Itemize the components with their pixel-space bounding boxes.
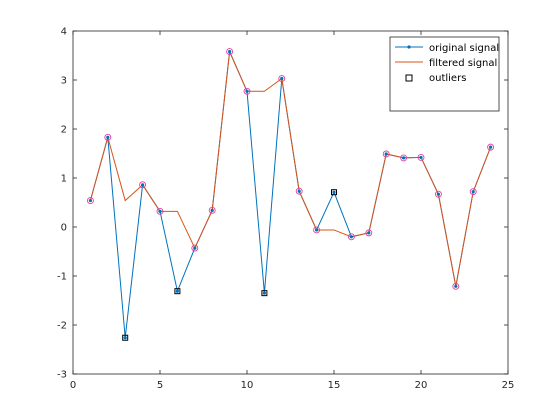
original-point: [349, 235, 353, 239]
outlier-marker: [174, 288, 181, 295]
legend-label-outliers: outliers: [429, 73, 466, 84]
y-tick-label: 1: [61, 174, 67, 185]
legend-entry-filtered-signal: filtered signal: [395, 58, 497, 69]
filtered-point-circle: [417, 153, 425, 161]
x-tick-label: 15: [328, 380, 341, 391]
legend-marker-outliers: [405, 74, 413, 82]
filtered-point-circle: [104, 133, 112, 141]
original-point: [367, 231, 371, 235]
original-point: [315, 228, 319, 232]
legend: original signal filtered signal outliers: [389, 36, 500, 112]
filtered-point-circle: [313, 226, 321, 234]
original-point: [88, 198, 92, 203]
filtered-point-circle: [487, 143, 495, 151]
original-point: [175, 289, 179, 293]
axes-layer: 0 5 10 15 20 25 -3 -2 -1 0 1 2 3 4: [57, 27, 514, 392]
filtered-point-circle: [226, 48, 234, 56]
y-tick-label: 2: [61, 125, 67, 136]
original-point: [262, 291, 266, 295]
original-point: [419, 155, 423, 160]
filtered-point-circle: [139, 181, 147, 189]
x-tick-label: 10: [241, 380, 254, 391]
x-tick-label: 0: [70, 380, 76, 391]
original-point: [332, 190, 336, 194]
filtered-point-circle: [295, 187, 303, 195]
filtered-signal-line: [89, 49, 492, 287]
filtered-point-circle: [452, 282, 460, 290]
x-tick-label: 5: [157, 380, 163, 391]
original-point: [297, 189, 301, 193]
original-point: [210, 208, 214, 212]
original-point: [471, 190, 475, 194]
filtered-point-circle: [347, 233, 355, 241]
outlier-marker: [122, 334, 129, 341]
original-point: [280, 76, 284, 81]
filtered-point-circle: [156, 207, 164, 215]
y-tick-label: -3: [57, 370, 67, 381]
original-point: [454, 284, 458, 288]
y-tick-label: -1: [57, 272, 67, 283]
legend-entry-outliers: outliers: [405, 73, 466, 84]
filtered-point-circle: [382, 150, 390, 158]
original-point: [141, 183, 145, 187]
original-point: [402, 156, 406, 160]
original-point: [193, 246, 197, 250]
filtered-point-circle: [86, 197, 94, 204]
legend-label-filtered: filtered signal: [429, 58, 497, 69]
original-point: [158, 209, 162, 213]
filtered-point-circle: [434, 190, 442, 198]
filtered-point-circle: [208, 206, 216, 214]
series-layer: [86, 48, 495, 341]
y-tick-label: 4: [61, 27, 67, 38]
original-point: [228, 49, 232, 54]
outlier-marker: [261, 290, 268, 297]
x-tick-label: 20: [415, 380, 428, 391]
legend-marker-original: [407, 45, 411, 49]
filtered-point-circle: [469, 188, 477, 196]
original-point: [123, 336, 127, 340]
axes-box: [72, 30, 509, 375]
y-tick-label: 0: [61, 223, 67, 234]
filtered-point-circle: [278, 75, 286, 82]
legend-box: [389, 36, 500, 112]
original-point: [384, 152, 388, 156]
original-point: [245, 89, 249, 93]
original-point: [436, 192, 440, 196]
original-point: [106, 135, 110, 139]
original-point: [489, 145, 493, 149]
outlier-marker: [331, 189, 337, 196]
x-tick-label: 25: [502, 380, 515, 391]
filtered-point-circle: [400, 154, 408, 162]
filtered-point-circle: [191, 244, 199, 252]
legend-label-original: original signal: [429, 43, 499, 54]
y-tick-label: 3: [61, 76, 67, 87]
filtered-point-circle: [365, 229, 373, 237]
y-tick-label: -2: [57, 321, 67, 332]
legend-entry-original-signal: original signal: [395, 43, 499, 54]
filtered-point-circle: [243, 87, 251, 95]
